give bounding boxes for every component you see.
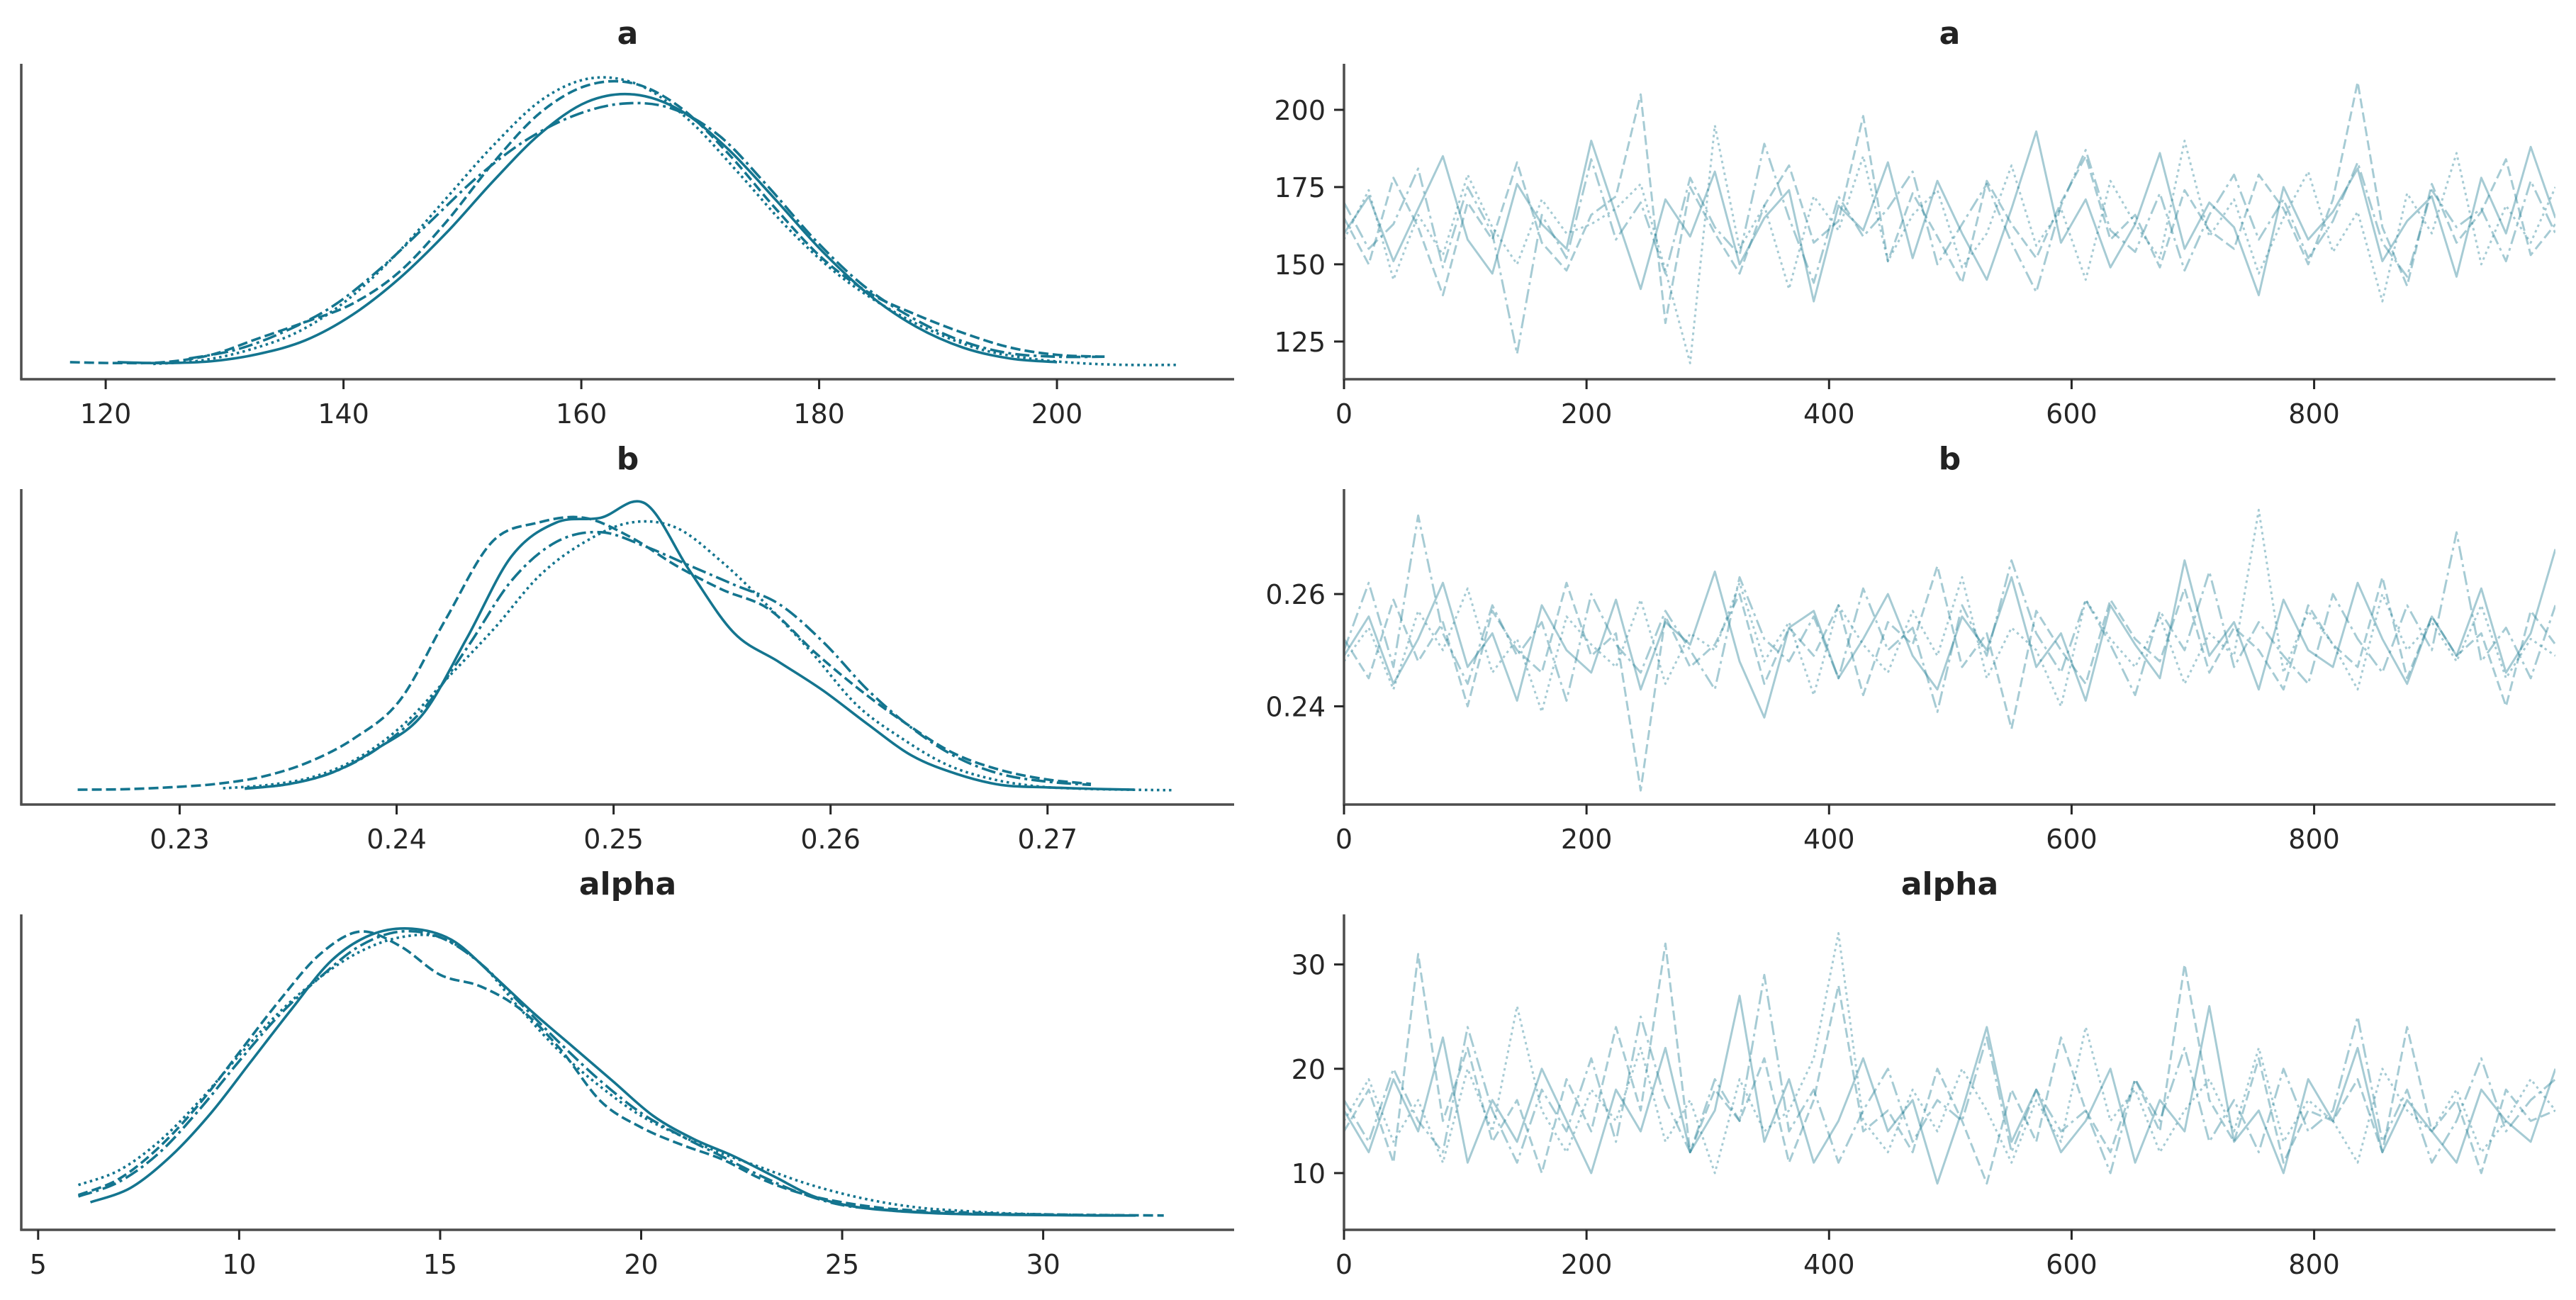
panel-title: b xyxy=(617,441,639,477)
y-tick-label: 30 xyxy=(1292,950,1326,981)
panel-kde-alpha: alpha 5 10 15 20 25 30 xyxy=(20,866,1234,1280)
x-tick-label: 800 xyxy=(2288,1249,2340,1280)
x-tick-label: 5 xyxy=(30,1249,47,1280)
panel-trace-a: a 0 200 400 600 800 125 150 175 200 xyxy=(1274,16,2555,430)
panel-title: a xyxy=(1939,16,1961,52)
panel-trace-b: b 0 200 400 600 800 0.24 0.26 xyxy=(1265,441,2555,855)
x-tick-label: 0.26 xyxy=(800,824,861,855)
trace-line-chain-0-solid xyxy=(1344,549,2555,719)
trace-line-chain-3-dotted xyxy=(1344,124,2555,364)
trace-line-chain-0-solid xyxy=(1344,994,2555,1185)
x-tick-label: 15 xyxy=(423,1249,457,1280)
trace-line-chain-3-dotted xyxy=(1344,931,2555,1175)
x-tick-label: 200 xyxy=(1561,1249,1613,1280)
y-tick-label: 150 xyxy=(1274,250,1326,281)
series-group xyxy=(1344,931,2555,1185)
x-tick-label: 0 xyxy=(1335,1249,1353,1280)
x-tick-label: 0 xyxy=(1335,824,1353,855)
kde-line-chain-0-solid xyxy=(89,927,1136,1217)
trace-line-chain-2-dashdot xyxy=(1344,514,2555,713)
y-tick-label: 20 xyxy=(1292,1054,1326,1085)
x-tick-label: 0.24 xyxy=(366,824,427,855)
series-group xyxy=(1344,508,2555,792)
x-tick-label: 0.27 xyxy=(1017,824,1077,855)
kde-line-chain-1-dashed xyxy=(77,515,1092,791)
y-tick-label: 0.24 xyxy=(1265,691,1326,722)
x-tick-label: 0 xyxy=(1335,398,1353,430)
kde-line-chain-1-dashed xyxy=(77,930,1164,1217)
x-tick-label: 25 xyxy=(825,1249,859,1280)
trace-line-chain-2-dashdot xyxy=(1344,973,2555,1175)
panel-title: a xyxy=(617,16,639,52)
panel-kde-b: b 0.23 0.24 0.25 0.26 0.27 xyxy=(20,441,1234,855)
x-tick-label: 20 xyxy=(624,1249,658,1280)
y-tick-label: 175 xyxy=(1274,172,1326,203)
trace-line-chain-2-dashdot xyxy=(1344,142,2555,355)
y-tick-label: 125 xyxy=(1274,327,1326,358)
x-tick-label: 200 xyxy=(1561,824,1613,855)
trace-line-chain-1-dashed xyxy=(1344,81,2555,325)
trace-line-chain-0-solid xyxy=(1344,130,2555,303)
x-tick-label: 400 xyxy=(1803,824,1855,855)
x-tick-label: 0.23 xyxy=(150,824,210,855)
kde-line-chain-2-dashdot xyxy=(245,530,1092,790)
panel-title: alpha xyxy=(579,866,676,902)
panel-title: alpha xyxy=(1901,866,1998,902)
x-tick-label: 180 xyxy=(793,398,845,430)
y-tick-label: 200 xyxy=(1274,95,1326,126)
kde-line-chain-3-dotted xyxy=(223,520,1174,792)
panel-trace-alpha: alpha 0 200 400 600 800 10 20 30 xyxy=(1292,866,2555,1280)
trace-line-chain-1-dashed xyxy=(1344,564,2555,792)
x-tick-label: 200 xyxy=(1031,398,1083,430)
x-tick-label: 800 xyxy=(2288,398,2340,430)
series-group xyxy=(1344,81,2555,364)
trace-line-chain-3-dotted xyxy=(1344,508,2555,713)
panel-kde-a: a 120 140 160 180 200 xyxy=(20,16,1234,430)
kde-line-chain-2-dashdot xyxy=(77,929,1084,1217)
x-tick-label: 10 xyxy=(222,1249,256,1280)
x-tick-label: 120 xyxy=(80,398,132,430)
x-tick-label: 800 xyxy=(2288,824,2340,855)
series-group xyxy=(77,500,1174,792)
series-group xyxy=(77,927,1164,1217)
x-tick-label: 400 xyxy=(1803,1249,1855,1280)
panel-title: b xyxy=(1939,441,1961,477)
kde-line-chain-0-solid xyxy=(245,500,1135,791)
kde-line-chain-3-dotted xyxy=(77,934,1124,1217)
x-tick-label: 160 xyxy=(556,398,607,430)
x-tick-label: 0.25 xyxy=(583,824,644,855)
x-tick-label: 200 xyxy=(1561,398,1613,430)
x-tick-label: 400 xyxy=(1803,398,1855,430)
y-tick-label: 10 xyxy=(1292,1158,1326,1189)
kde-line-chain-0-solid xyxy=(117,92,1058,365)
x-tick-label: 600 xyxy=(2046,398,2098,430)
x-tick-label: 600 xyxy=(2046,824,2098,855)
y-tick-label: 0.26 xyxy=(1265,579,1326,610)
series-group xyxy=(69,76,1176,366)
x-tick-label: 600 xyxy=(2046,1249,2098,1280)
x-tick-label: 30 xyxy=(1026,1249,1060,1280)
x-tick-label: 140 xyxy=(318,398,369,430)
trace-line-chain-1-dashed xyxy=(1344,942,2555,1185)
kde-line-chain-1-dashed xyxy=(69,79,1105,365)
kde-line-chain-2-dashdot xyxy=(189,101,1105,360)
